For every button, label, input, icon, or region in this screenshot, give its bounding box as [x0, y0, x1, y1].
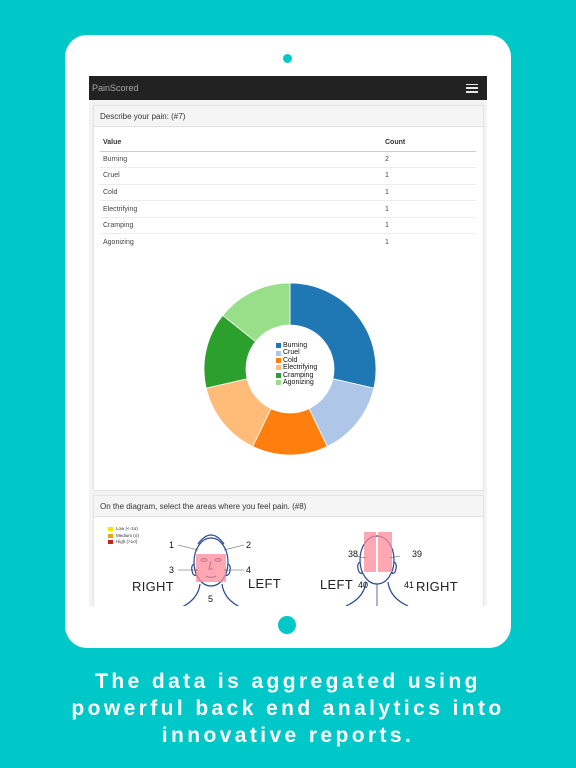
app-title[interactable]: PainScored: [92, 83, 139, 93]
row-count: 1: [385, 239, 389, 247]
region-label-40: 40: [358, 580, 369, 590]
legend-label: Agonizing: [283, 379, 314, 387]
question-7-panel: Describe your pain: (#7) Value Count Bur…: [93, 105, 484, 491]
row-count: 1: [382, 217, 476, 235]
legend-swatch: [108, 527, 113, 532]
row-value: Cold: [100, 184, 382, 202]
row-value: Electrifying: [100, 200, 382, 218]
column-header-count: Count: [382, 135, 476, 152]
table-row: Agonizing 1: [100, 234, 476, 251]
legend-swatch: [276, 358, 281, 364]
legend-item-cramping: Cramping: [276, 372, 317, 379]
camera-dot: [283, 54, 292, 63]
row-value: Cramping: [100, 217, 382, 235]
front-right-label: RIGHT: [132, 579, 174, 594]
navbar: PainScored: [89, 76, 487, 100]
pain-donut-chart: [203, 282, 377, 456]
donut-legend: Burning Cruel Cold Electrifying Cramping Agon…: [276, 342, 317, 386]
legend-item: Medium (σ): [108, 533, 139, 540]
legend-label: Electrifying: [283, 364, 318, 372]
row-count: 1: [382, 167, 476, 185]
question-7-heading: Describe your pain: (#7): [94, 106, 483, 127]
front-face-highlight: [196, 554, 226, 582]
legend-item: Low (<-1σ): [108, 526, 139, 533]
back-left-label: LEFT: [320, 577, 353, 592]
region-label-4: 4: [246, 565, 252, 575]
table-header-row: Value Count: [100, 135, 476, 152]
app-screen: PainScored Describe your pain: (#7) Valu…: [89, 76, 487, 606]
legend-item-electrifying: Electrifying: [276, 364, 317, 371]
question-8-heading: On the diagram, select the areas where y…: [94, 496, 483, 517]
legend-item-cold: Cold: [276, 357, 317, 364]
legend-swatch: [108, 540, 113, 545]
row-value: Agonizing: [103, 239, 134, 247]
legend-label: Cold: [283, 356, 298, 364]
region-label-5: 5: [208, 594, 214, 604]
legend-swatch: [276, 380, 281, 386]
row-count: 1: [382, 200, 476, 218]
legend-label: High (>1σ): [116, 539, 138, 544]
body-diagram[interactable]: [94, 518, 485, 606]
hamburger-menu-icon[interactable]: [466, 83, 478, 93]
front-left-label: LEFT: [248, 576, 281, 591]
legend-swatch: [276, 372, 281, 378]
legend-label: Cruel: [283, 349, 300, 357]
legend-item-agonizing: Agonizing: [276, 379, 317, 386]
region-label-38: 38: [348, 549, 359, 559]
row-count: 1: [382, 184, 476, 202]
region-label-39: 39: [412, 549, 423, 559]
back-head-right-highlight: [378, 532, 392, 572]
marketing-caption: The data is aggregated using powerful ba…: [0, 668, 576, 749]
row-value: Cruel: [100, 167, 382, 185]
table-row: Cruel 1: [100, 167, 476, 185]
table-row: Electrifying 1: [100, 200, 476, 218]
tablet-frame: PainScored Describe your pain: (#7) Valu…: [65, 35, 511, 648]
caption-line-1: The data is aggregated using: [95, 670, 481, 693]
caption-line-2: powerful back end analytics into: [71, 697, 505, 720]
region-label-41: 41: [404, 580, 415, 590]
back-head-figure: [345, 535, 409, 606]
diagram-legend: Low (<-1σ) Medium (σ) High (>1σ): [108, 526, 139, 546]
donut-slice-burning[interactable]: [289, 282, 377, 389]
pain-description-table: Value Count Burning 2 Cruel 1 Cold 1 Electr…: [100, 135, 476, 251]
caption-line-3: innovative reports.: [161, 724, 415, 747]
table-row: Cold 1: [100, 184, 476, 202]
region-label-3: 3: [169, 565, 175, 575]
legend-label: Cramping: [283, 371, 314, 379]
legend-swatch: [276, 350, 281, 356]
donut-slice-agonizing[interactable]: [222, 282, 291, 343]
legend-swatch: [276, 343, 281, 349]
table-row: Burning 2: [100, 151, 476, 169]
legend-item: High (>1σ): [108, 539, 139, 546]
question-8-panel: On the diagram, select the areas where y…: [93, 495, 484, 606]
legend-label: Burning: [283, 342, 308, 349]
legend-label: Medium (σ): [116, 532, 140, 538]
legend-item-burning: Burning: [276, 342, 317, 349]
row-count: 2: [382, 151, 476, 169]
region-label-1: 1: [169, 540, 175, 550]
region-label-2: 2: [246, 540, 252, 550]
column-header-value: Value: [100, 135, 382, 152]
legend-label: Low (<-1σ): [116, 526, 138, 531]
row-value: Burning: [100, 151, 382, 169]
legend-swatch: [108, 533, 113, 538]
legend-swatch: [276, 365, 281, 371]
legend-item-cruel: Cruel: [276, 349, 317, 356]
back-right-label: RIGHT: [416, 579, 458, 594]
back-head-left-highlight: [364, 532, 376, 572]
table-row: Cramping 1: [100, 217, 476, 235]
home-button[interactable]: [278, 616, 296, 634]
